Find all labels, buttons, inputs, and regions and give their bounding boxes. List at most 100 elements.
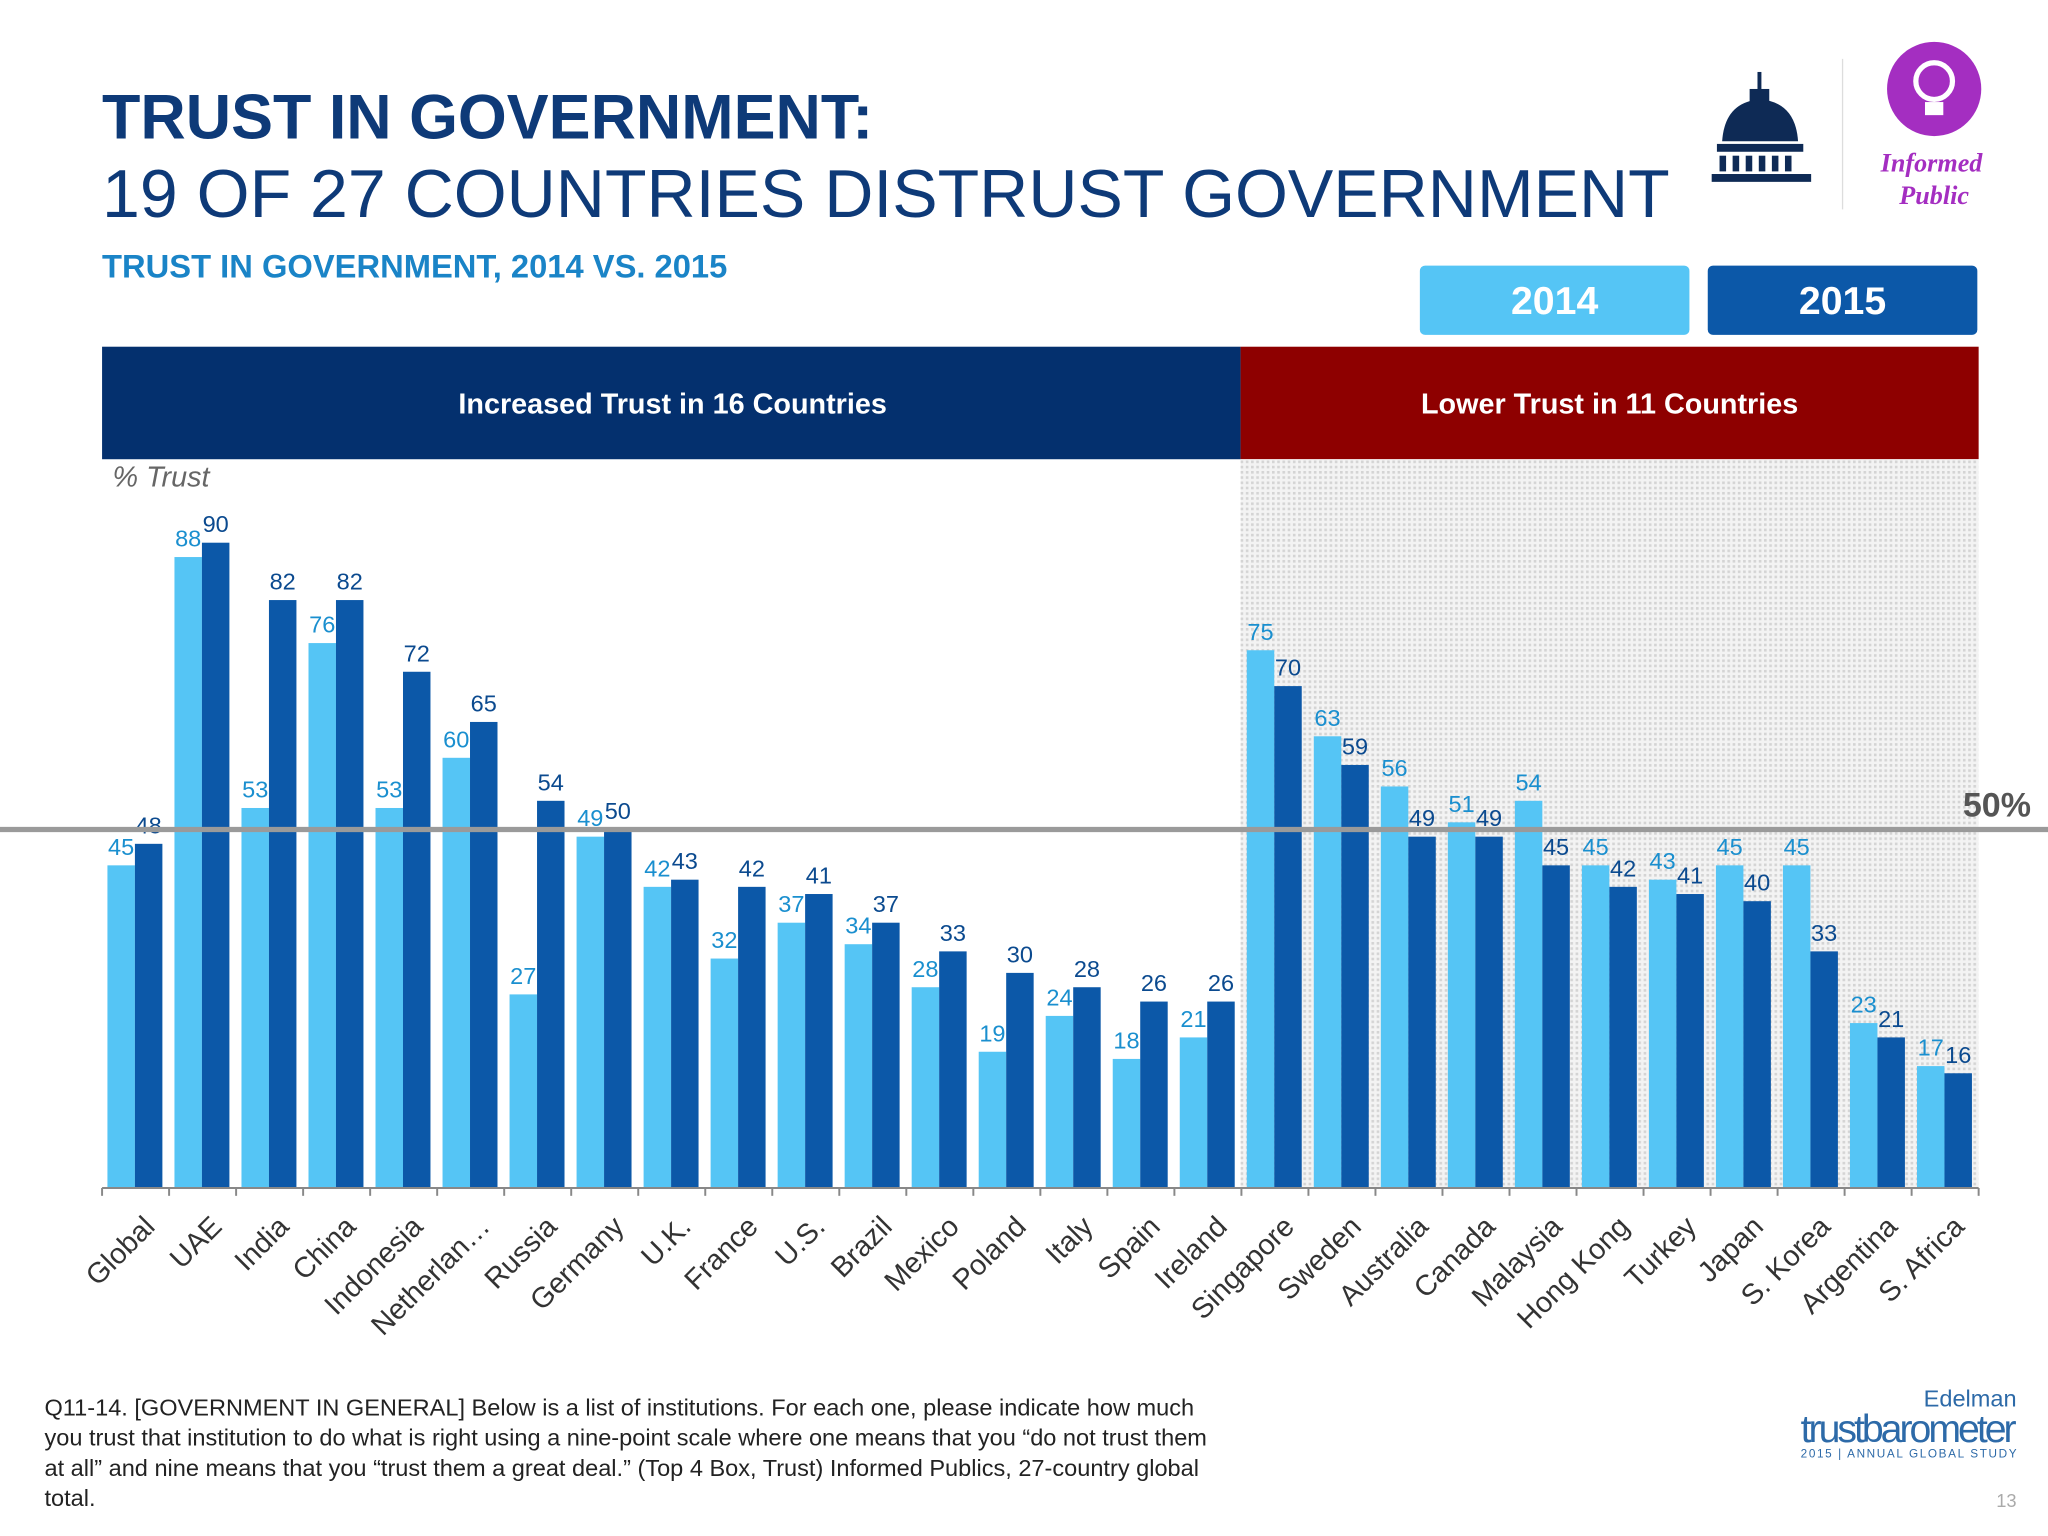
x-tick-label: UAE xyxy=(164,1211,228,1275)
x-tick-label: Poland xyxy=(947,1211,1033,1297)
value-label: 60 xyxy=(443,726,469,752)
value-label: 43 xyxy=(1650,848,1676,874)
bar xyxy=(1916,1066,1945,1188)
value-label: 28 xyxy=(1074,956,1100,982)
bar xyxy=(1514,800,1543,1188)
banner-lower xyxy=(1240,346,1979,460)
bar xyxy=(1877,1037,1905,1188)
value-label: 88 xyxy=(175,526,201,552)
value-label: 75 xyxy=(1247,619,1273,645)
value-label: 43 xyxy=(672,848,698,874)
bar xyxy=(911,987,940,1188)
annotation: Lower Trust in 11 Countries xyxy=(1421,388,1798,420)
bar xyxy=(1408,836,1436,1188)
bar xyxy=(537,800,565,1188)
value-label: 26 xyxy=(1141,970,1167,996)
footnote: Q11-14. [GOVERNMENT IN GENERAL] Below is… xyxy=(44,1395,1206,1511)
reference-label: 50% xyxy=(1963,786,2031,824)
value-label: 21 xyxy=(1180,1006,1206,1032)
value-label: 82 xyxy=(337,569,363,595)
value-label: 90 xyxy=(203,511,229,537)
value-label: 54 xyxy=(538,769,564,795)
bar xyxy=(375,807,403,1188)
bar xyxy=(1849,1023,1878,1188)
value-label: 28 xyxy=(912,956,938,982)
value-label: 40 xyxy=(1744,870,1770,896)
footnote-line: Q11-14. [GOVERNMENT IN GENERAL] Below is… xyxy=(44,1395,1194,1421)
bar xyxy=(1313,736,1342,1188)
bar xyxy=(442,757,471,1188)
bar xyxy=(1810,951,1838,1188)
bar xyxy=(1715,865,1744,1188)
value-label: 17 xyxy=(1918,1035,1944,1061)
bar xyxy=(1447,822,1476,1188)
value-label: 72 xyxy=(404,640,430,666)
bar xyxy=(604,829,632,1188)
x-tick-label: Mexico xyxy=(879,1211,966,1298)
bar xyxy=(1140,1001,1168,1188)
bar xyxy=(1380,786,1409,1188)
legend-swatch xyxy=(1707,265,1978,335)
value-label: 65 xyxy=(471,690,497,716)
x-tick-label: Turkey xyxy=(1619,1210,1703,1294)
bar xyxy=(1112,1058,1141,1188)
value-label: 19 xyxy=(979,1020,1005,1046)
bar xyxy=(509,994,538,1188)
capitol-icon xyxy=(1711,71,1812,182)
x-tick-label: Global xyxy=(80,1211,161,1292)
value-label: 24 xyxy=(1046,984,1072,1010)
value-label: 53 xyxy=(242,777,268,803)
value-label: 49 xyxy=(577,805,603,831)
y-axis-label: % Trust xyxy=(113,462,211,494)
footnote-line: you trust that institution to do what is… xyxy=(44,1425,1206,1451)
value-label: 41 xyxy=(1677,863,1703,889)
bar xyxy=(1648,879,1677,1188)
page-number: 13 xyxy=(1996,1490,2016,1511)
footnote-line: at all” and nine means that you “trust t… xyxy=(44,1455,1198,1481)
value-label: 53 xyxy=(376,777,402,803)
value-label: 41 xyxy=(806,863,832,889)
bar xyxy=(1475,836,1503,1188)
bar xyxy=(1676,894,1704,1188)
bar xyxy=(1341,764,1369,1188)
bar xyxy=(710,958,739,1188)
x-tick-label: Italy xyxy=(1040,1210,1100,1270)
value-label: 45 xyxy=(1543,834,1569,860)
bar xyxy=(402,671,431,1188)
logo-text: Edelman xyxy=(1924,1385,2017,1411)
value-label: 76 xyxy=(309,612,335,638)
value-label: 23 xyxy=(1851,992,1877,1018)
footnote-line: total. xyxy=(44,1485,95,1511)
bar xyxy=(844,944,873,1188)
bar xyxy=(939,951,967,1188)
bar xyxy=(308,643,336,1188)
bar xyxy=(872,922,900,1188)
bar xyxy=(1944,1073,1972,1188)
value-label: 21 xyxy=(1878,1006,1904,1032)
x-tick-label: U.S. xyxy=(769,1211,831,1273)
bar xyxy=(1782,865,1811,1188)
value-label: 54 xyxy=(1515,769,1541,795)
value-label: 45 xyxy=(108,834,134,860)
bar xyxy=(174,557,202,1188)
bar xyxy=(978,1051,1007,1188)
value-label: 70 xyxy=(1275,655,1301,681)
title: TRUST IN GOVERNMENT: xyxy=(102,83,873,153)
bar xyxy=(1179,1037,1208,1188)
x-tick-label: India xyxy=(229,1211,296,1278)
bar xyxy=(1743,901,1771,1188)
bulb-icon xyxy=(1887,41,1982,137)
bar xyxy=(1581,865,1610,1188)
value-label: 42 xyxy=(739,855,765,881)
banner-increased xyxy=(102,346,1241,460)
legend-swatch xyxy=(1419,265,1690,335)
value-label: 59 xyxy=(1342,734,1368,760)
bar xyxy=(671,879,699,1188)
bar xyxy=(576,836,605,1188)
chart-label: TRUST IN GOVERNMENT, 2014 VS. 2015 xyxy=(102,247,727,284)
logo-text: trustbarometer xyxy=(1801,1407,2017,1451)
bar xyxy=(777,922,806,1188)
bar xyxy=(470,721,498,1188)
value-label: 50 xyxy=(605,798,631,824)
